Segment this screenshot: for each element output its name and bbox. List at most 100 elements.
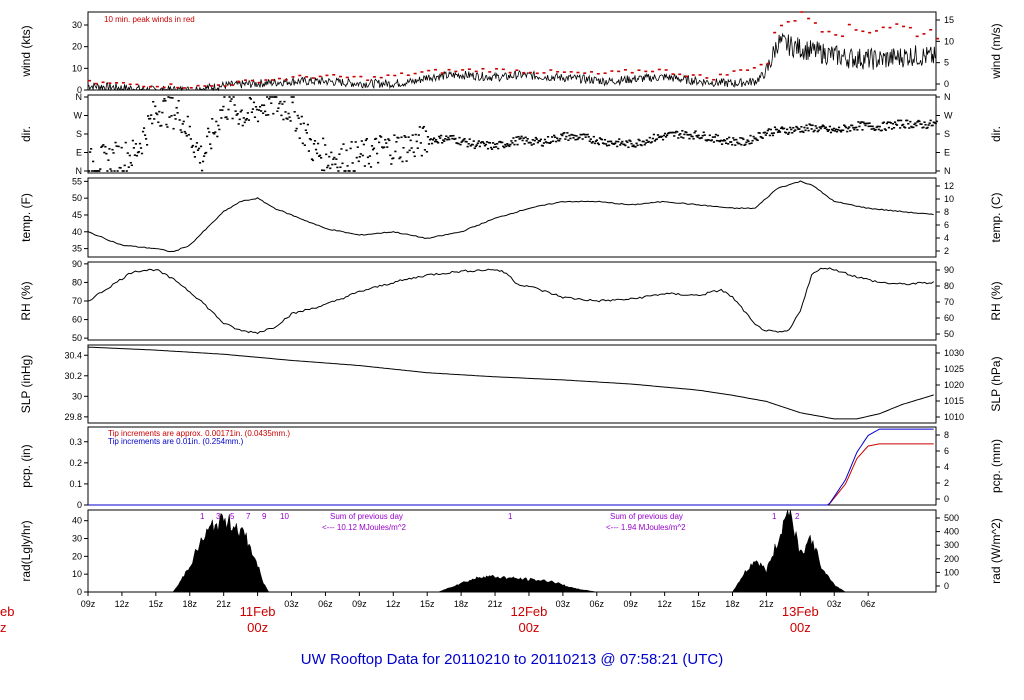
peak-wind-mark — [203, 85, 207, 87]
peak-wind-mark — [752, 67, 756, 69]
dir-point — [278, 102, 281, 105]
dir-point — [516, 143, 519, 146]
dir-point — [776, 131, 780, 133]
y-tick-label: 0.3 — [69, 437, 82, 447]
dir-point — [437, 141, 440, 144]
dir-point — [502, 145, 505, 148]
dir-point — [265, 114, 268, 116]
dir-point — [691, 135, 694, 138]
dir-point — [756, 139, 759, 142]
dir-point — [674, 131, 677, 134]
dir-point — [194, 145, 198, 148]
dir-point — [732, 137, 735, 139]
dir-point — [630, 142, 633, 145]
dir-point — [877, 128, 880, 131]
dir-point — [338, 153, 341, 155]
peak-wind-mark — [759, 63, 763, 66]
dir-point — [494, 143, 497, 146]
dir-point — [931, 124, 934, 127]
peak-wind-mark — [495, 67, 499, 70]
dir-point — [178, 119, 181, 121]
x-tick-label: 03z — [284, 599, 299, 609]
dir-point — [399, 156, 402, 159]
peak-wind-mark — [440, 72, 444, 74]
dir-point — [395, 141, 398, 143]
dir-point — [868, 122, 871, 124]
dir-point — [139, 147, 143, 149]
x-tick-label: 18z — [725, 599, 740, 609]
dir-point — [870, 128, 873, 130]
y-axis-label: dir. — [19, 126, 33, 142]
peak-wind-mark — [779, 24, 783, 27]
dir-point — [830, 128, 834, 131]
dir-point — [645, 139, 648, 142]
dir-point — [211, 118, 214, 120]
dir-point — [761, 137, 764, 139]
dir-point — [837, 126, 841, 129]
dir-point — [730, 141, 733, 143]
dir-point — [387, 138, 390, 140]
dir-point — [563, 131, 566, 134]
dir-point — [638, 139, 641, 142]
dir-point — [882, 121, 885, 124]
dir-point — [300, 115, 303, 118]
y-tick-label: W — [74, 111, 83, 121]
y-tick-label: 40 — [72, 516, 82, 526]
y-axis-label-right: rad (W/m^2) — [989, 518, 1003, 584]
y-tick-label-right: 1020 — [944, 380, 964, 390]
dir-point — [522, 137, 525, 140]
day-label-date: 13Feb — [782, 604, 819, 619]
dir-point — [551, 136, 554, 138]
dir-point — [451, 137, 454, 140]
peak-wind-mark — [793, 20, 797, 22]
dir-point — [514, 140, 517, 142]
dir-point — [922, 126, 925, 129]
dir-point — [108, 148, 111, 150]
dir-point — [927, 124, 930, 126]
dir-point — [616, 145, 619, 148]
dir-point — [626, 141, 629, 144]
dir-point — [515, 136, 518, 139]
dir-point — [874, 128, 877, 131]
y-tick-label: 20 — [72, 42, 82, 52]
peak-wind-mark — [271, 79, 275, 81]
dir-point — [111, 148, 114, 151]
dir-point — [383, 146, 386, 149]
rad-hour-label: 7 — [246, 512, 251, 521]
dir-point — [772, 132, 776, 134]
dir-point — [899, 127, 902, 129]
dir-point — [231, 117, 234, 120]
dir-point — [233, 104, 236, 106]
y-tick-label: N — [76, 166, 83, 176]
dir-point — [440, 134, 443, 137]
dir-point — [862, 121, 865, 124]
dir-point — [587, 136, 590, 138]
dir-point — [406, 151, 409, 154]
y-tick-label-right: 10 — [944, 36, 954, 46]
dir-point — [567, 139, 570, 141]
dir-point — [890, 128, 894, 130]
y-tick-label: 30.4 — [64, 350, 82, 360]
dir-point — [353, 170, 356, 172]
y-tick-label: 10 — [72, 63, 82, 73]
dir-point — [495, 146, 498, 148]
dir-point — [648, 136, 651, 139]
x-tick-label: 06z — [861, 599, 876, 609]
dir-point — [410, 147, 413, 149]
dir-point — [471, 143, 474, 146]
peak-wind-mark — [189, 87, 193, 89]
y-tick-label: E — [76, 148, 82, 158]
dir-point — [276, 110, 279, 113]
dir-point — [460, 141, 463, 143]
dir-point — [818, 126, 821, 128]
dir-point — [165, 123, 168, 126]
dir-point — [821, 124, 824, 127]
dir-point — [858, 125, 861, 128]
dir-point — [472, 140, 475, 142]
dir-point — [436, 141, 439, 143]
dir-point — [378, 141, 381, 144]
dir-point — [404, 136, 407, 139]
dir-point — [509, 143, 512, 146]
dir-point — [814, 125, 817, 127]
dir-point — [232, 96, 235, 98]
